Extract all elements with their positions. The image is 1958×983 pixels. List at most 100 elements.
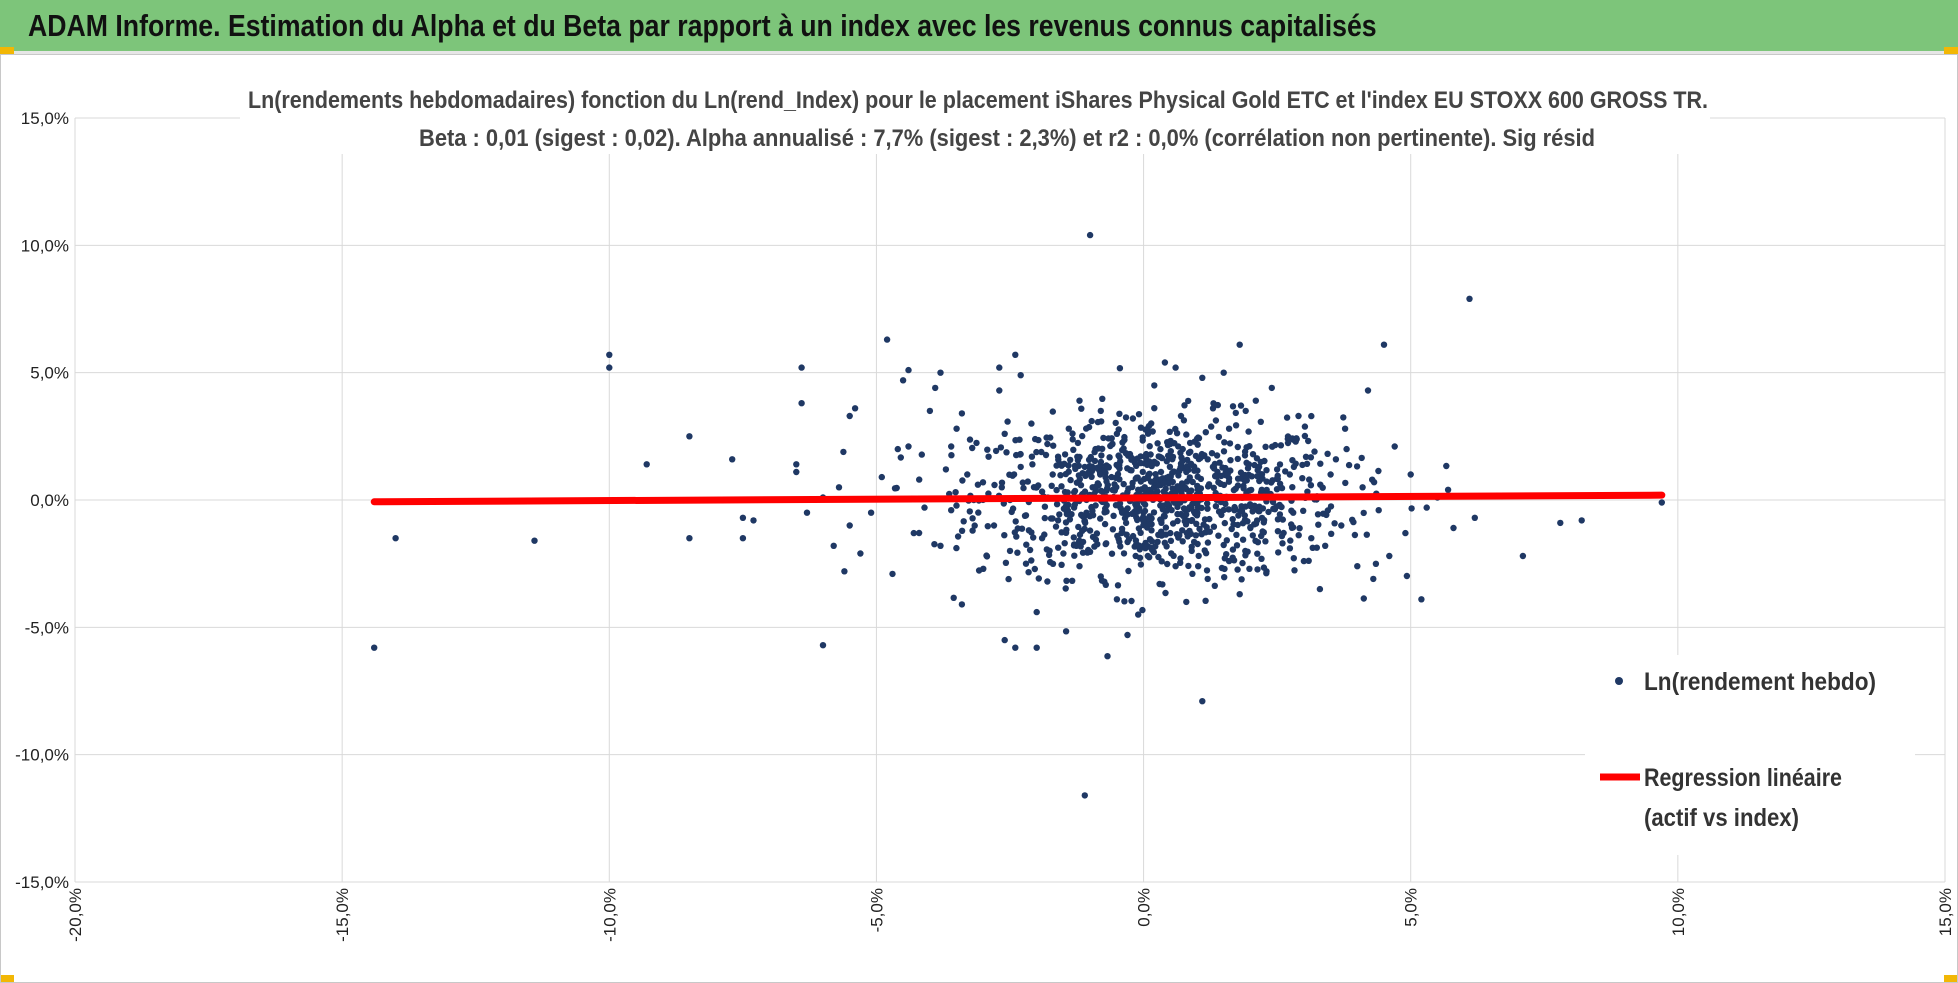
scatter-point [1241,452,1249,459]
scatter-point [1289,484,1296,491]
scatter-point [1166,453,1174,461]
scatter-point [1194,473,1201,480]
scatter-point [1260,564,1268,571]
scatter-point [1076,563,1083,570]
scatter-point [851,405,859,412]
scatter-point [1091,457,1099,465]
scatter-point [1099,488,1107,495]
scatter-point [371,644,378,651]
scatter-point [1055,544,1062,551]
scatter-point [1064,489,1071,496]
scatter-point [1403,572,1411,580]
scatter-point [1291,567,1298,574]
scatter-point [1354,563,1361,570]
scatter-point [1148,527,1155,534]
scatter-point [1443,462,1450,470]
scatter-point [1208,423,1215,430]
scatter-point [1119,447,1126,454]
scatter-point [1256,508,1263,515]
scatter-point [1165,480,1172,487]
scatter-point [1085,546,1092,554]
scatter-point [1244,548,1251,555]
scatter-point [1274,528,1282,535]
scatter-point [1133,514,1140,521]
scatter-point [1102,540,1109,548]
scatter-point [1407,471,1414,478]
scatter-point [1071,501,1079,508]
scatter-point [1305,437,1312,445]
scatter-point [1146,443,1153,450]
scatter-points [371,231,1666,799]
x-tick-label: 10,0% [1669,888,1688,936]
scatter-point [1005,575,1012,583]
scatter-point [1213,452,1221,459]
scatter-point [1012,518,1019,525]
scatter-point [1282,468,1289,475]
scatter-point [1274,516,1282,523]
scatter-point [1273,486,1281,493]
scatter-point [1316,585,1324,593]
scatter-point [1233,531,1240,538]
scatter-point [1188,487,1195,494]
scatter-point [975,567,983,574]
scatter-point [606,351,613,358]
scatter-point [1170,468,1178,475]
scatter-point [1208,450,1216,457]
scatter-point [966,508,973,515]
scatter-point [984,523,991,530]
scatter-point [1128,467,1135,474]
scatter-point [1204,575,1211,583]
scatter-point [1085,456,1093,463]
scatter-point [1363,531,1371,538]
scatter-point [1217,480,1224,487]
scatter-point [937,369,944,376]
scatter-point [1147,544,1155,552]
scatter-point [1199,374,1206,381]
scatter-point [984,446,991,453]
scatter-point [1209,405,1217,412]
scatter-point [1229,403,1237,410]
scatter-point [1332,456,1340,463]
scatter-point [1094,541,1101,548]
scatter-point [1300,557,1308,565]
scatter-point [1177,449,1184,456]
scatter-point [1062,628,1070,635]
scatter-point [1234,566,1241,573]
scatter-point [931,541,938,548]
scatter-point [1020,484,1027,492]
scatter-point [1263,467,1270,474]
scatter-point [1129,415,1137,422]
scatter-point [1174,517,1181,525]
scatter-point [1205,481,1213,488]
scatter-point [1190,508,1198,515]
scatter-point [1360,595,1368,602]
scatter-point [1104,481,1112,489]
scatter-point [1181,517,1188,525]
scatter-point [1402,529,1409,537]
scatter-point [1276,461,1284,468]
scatter-point [1049,471,1056,478]
scatter-point [1254,467,1261,474]
scatter-point [1028,557,1035,564]
scatter-point [1116,500,1124,507]
scatter-point [1028,453,1036,460]
scatter-point [1033,608,1040,616]
scatter-point [1041,503,1049,510]
scatter-point [798,364,805,371]
scatter-point [1304,488,1311,495]
scatter-point [1323,511,1330,519]
y-tick-label: 10,0% [21,236,69,255]
scatter-point [1026,546,1034,554]
scatter-point [1228,525,1235,533]
scatter-point [1043,434,1050,441]
scatter-point [1183,511,1190,518]
scatter-point [1183,598,1190,606]
scatter-point [1418,596,1425,603]
scatter-point [1234,443,1242,451]
scatter-point [1237,402,1245,409]
scatter-point [1067,456,1074,464]
scatter-point [830,542,837,549]
scatter-point [1158,517,1165,524]
scatter-point [1199,698,1206,705]
scatter-point [1303,460,1311,467]
